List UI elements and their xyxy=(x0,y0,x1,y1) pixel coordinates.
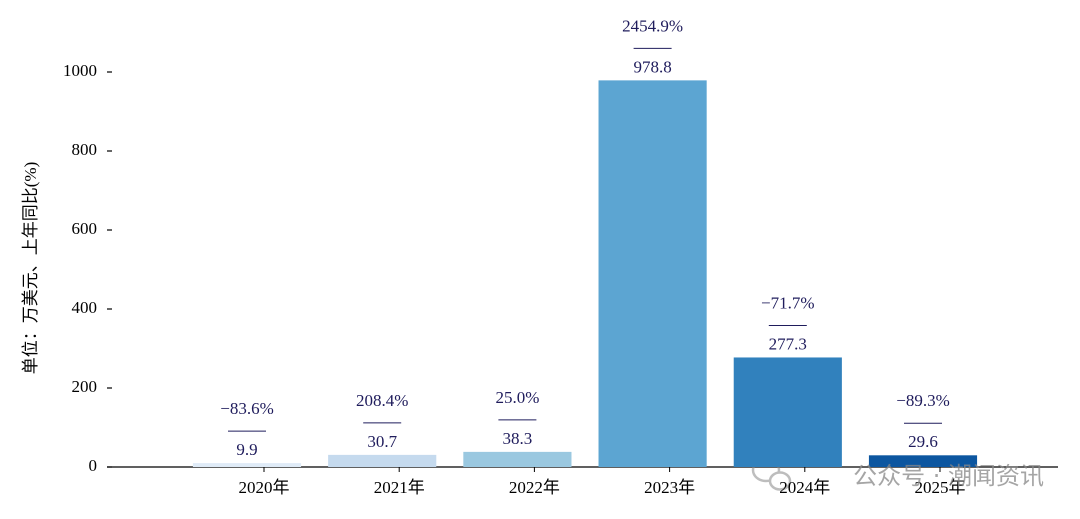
value-label: 9.9 xyxy=(236,440,257,459)
annotation: 208.4% xyxy=(356,391,408,410)
y-tick-label: 800 xyxy=(72,140,98,159)
y-axis-label: 单位：万美元、上年同比(%) xyxy=(21,162,40,374)
x-tick-label: 2022年 xyxy=(509,478,560,497)
y-tick-label: 400 xyxy=(72,298,98,317)
x-tick-label: 2024年 xyxy=(779,478,830,497)
watermark-icon xyxy=(768,471,792,491)
y-tick-label: 0 xyxy=(89,456,98,475)
y-tick-label: 1000 xyxy=(63,61,97,80)
bar xyxy=(192,463,302,467)
y-tick-label: 200 xyxy=(72,377,98,396)
bar xyxy=(598,80,707,468)
annotation: −89.3% xyxy=(896,391,950,410)
bar xyxy=(733,357,842,467)
x-tick-label: 2020年 xyxy=(239,478,290,497)
x-tick-label: 2021年 xyxy=(374,478,425,497)
x-tick-label: 2023年 xyxy=(644,478,695,497)
annotation: 25.0% xyxy=(495,388,539,407)
annotation: 2454.9% xyxy=(622,16,683,35)
value-label: 29.6 xyxy=(908,432,938,451)
watermark xyxy=(751,457,792,491)
x-tick-label: 2025年 xyxy=(915,478,966,497)
y-tick-label: 600 xyxy=(72,219,98,238)
value-label: 30.7 xyxy=(367,432,397,451)
bar xyxy=(463,451,572,467)
value-label: 277.3 xyxy=(769,334,807,353)
bar xyxy=(868,455,978,467)
annotation: −83.6% xyxy=(220,399,274,418)
bar xyxy=(328,454,437,467)
value-label: 978.8 xyxy=(633,57,671,76)
value-label: 38.3 xyxy=(503,429,533,448)
watermark-text: 公众号 · 潮闻资讯 xyxy=(853,462,1044,490)
annotation: −71.7% xyxy=(761,293,815,312)
